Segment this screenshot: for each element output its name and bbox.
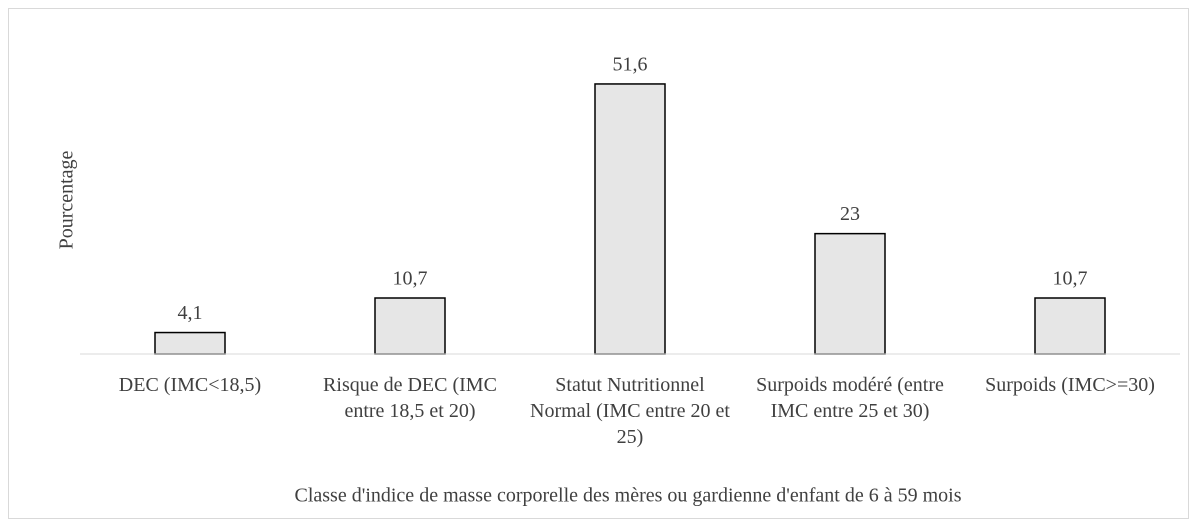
- x-axis-title: Classe d'indice de masse corporelle des …: [295, 485, 962, 507]
- x-tick-label: Risque de DEC (IMC entre 18,5 et 20): [323, 374, 497, 422]
- x-tick-label: DEC (IMC<18,5): [118, 374, 262, 396]
- x-tick-label: Surpoids (IMC>=30): [985, 374, 1155, 396]
- bar: [1034, 297, 1106, 355]
- data-label: 10,7: [1053, 268, 1088, 290]
- data-label: 10,7: [393, 268, 428, 290]
- data-label: 4,1: [178, 302, 203, 324]
- bar: [814, 232, 886, 355]
- data-label: 51,6: [613, 54, 648, 76]
- x-tick-label: Surpoids modéré (entre IMC entre 25 et 3…: [756, 374, 944, 422]
- bar: [594, 83, 666, 355]
- bar: [154, 331, 226, 355]
- data-label: 23: [840, 203, 860, 225]
- bar: [374, 297, 446, 355]
- y-axis-title: Pourcentage: [56, 150, 78, 249]
- x-tick-label: Statut Nutritionnel Normal (IMC entre 20…: [530, 374, 730, 448]
